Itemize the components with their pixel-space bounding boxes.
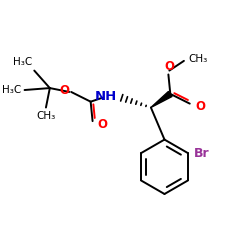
Text: O: O xyxy=(164,60,174,72)
Polygon shape xyxy=(151,91,172,108)
Text: O: O xyxy=(98,118,108,132)
Text: CH₃: CH₃ xyxy=(189,54,208,64)
Text: CH₃: CH₃ xyxy=(36,112,56,122)
Text: H₃C: H₃C xyxy=(13,57,32,67)
Text: O: O xyxy=(196,100,205,113)
Text: Br: Br xyxy=(194,147,210,160)
Text: H₃C: H₃C xyxy=(2,85,22,95)
Text: NH: NH xyxy=(95,90,117,103)
Text: O: O xyxy=(59,84,69,98)
